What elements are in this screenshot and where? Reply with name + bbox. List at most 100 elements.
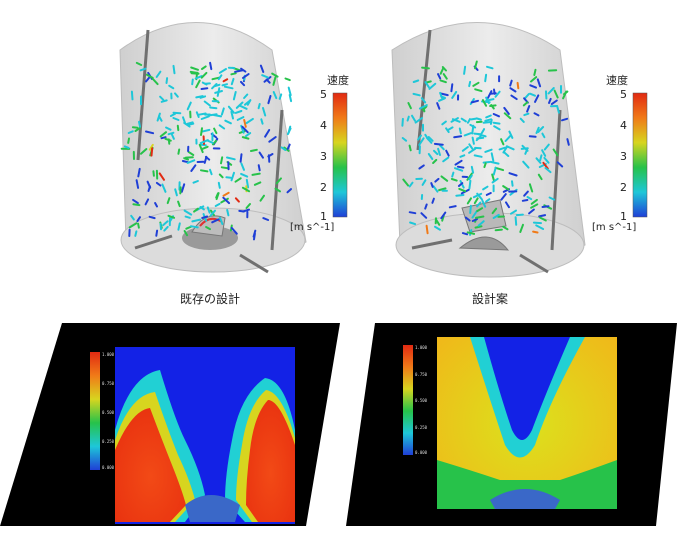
velocity-vector (463, 65, 467, 75)
velocity-vector (170, 133, 175, 140)
velocity-vector (412, 92, 421, 97)
velocity-vector (191, 78, 194, 86)
velocity-vector (556, 161, 564, 168)
velocity-vector (521, 199, 529, 202)
velocity-vector (509, 79, 513, 87)
velocity-vector (177, 222, 181, 231)
velocity-vector (458, 187, 467, 193)
velocity-vector (161, 183, 167, 193)
velocity-vector (205, 226, 211, 231)
baffle-left (136, 29, 150, 161)
velocity-vector (424, 133, 430, 141)
velocity-vector (430, 182, 434, 188)
velocity-vector (272, 91, 278, 100)
velocity-vector (473, 154, 483, 158)
velocity-vector (160, 99, 168, 103)
velocity-vector (474, 60, 478, 70)
velocity-vector (534, 94, 540, 103)
colorbar-tick: 5 (320, 88, 327, 101)
velocity-vector (532, 221, 542, 225)
velocity-vector (469, 204, 472, 214)
velocity-vector (158, 172, 165, 181)
velocity-vector (193, 207, 199, 213)
velocity-vector (220, 166, 230, 170)
velocity-vector (492, 113, 500, 118)
velocity-vector (441, 120, 447, 126)
velocity-vector (264, 129, 271, 138)
velocity-vector (470, 117, 478, 121)
velocity-vector (510, 94, 518, 101)
velocity-vector (159, 131, 167, 138)
velocity-vector (485, 198, 491, 203)
colorbar-right (632, 92, 648, 218)
velocity-vector (406, 115, 410, 122)
velocity-vector (450, 178, 458, 182)
velocity-vector (427, 136, 434, 142)
velocity-vector (137, 222, 140, 229)
velocity-vector (445, 149, 450, 157)
velocity-vector (535, 224, 545, 230)
contour-proposed (346, 323, 677, 526)
velocity-vector (547, 87, 555, 95)
velocity-vector (192, 180, 199, 184)
velocity-vector (461, 232, 469, 236)
velocity-vector (272, 76, 277, 86)
velocity-vector (474, 88, 483, 93)
velocity-vector (519, 223, 524, 233)
velocity-vector (165, 77, 169, 84)
velocity-vector (283, 146, 290, 152)
velocity-vector (195, 95, 204, 99)
velocity-vector (523, 112, 530, 117)
velocity-vector (526, 105, 531, 113)
velocity-vector (183, 230, 189, 237)
velocity-vector (468, 174, 473, 181)
velocity-vector (475, 117, 482, 121)
velocity-vector (167, 138, 171, 145)
velocity-vector (420, 97, 427, 104)
velocity-vector (529, 92, 536, 97)
colorbar-left (332, 92, 348, 218)
velocity-vector (246, 99, 252, 106)
velocity-vector (222, 78, 229, 83)
velocity-vector (543, 156, 550, 164)
colorbar-tick: 3 (320, 150, 327, 163)
velocity-vector (287, 86, 292, 97)
velocity-vector (477, 133, 487, 138)
velocity-vector (200, 128, 211, 133)
velocity-vector (155, 70, 162, 78)
colorbar-unit-left: [m s^-1] (290, 222, 335, 233)
velocity-vector (485, 96, 490, 105)
velocity-vector (538, 214, 547, 218)
velocity-vector (414, 117, 423, 124)
velocity-vector (148, 215, 156, 220)
velocity-vector (484, 118, 493, 122)
velocity-vector (421, 105, 428, 111)
velocity-vector (417, 134, 422, 141)
velocity-vector (486, 65, 494, 70)
velocity-vector (145, 75, 151, 83)
velocity-vector (222, 196, 231, 205)
velocity-vector (500, 193, 507, 201)
velocity-vector (168, 84, 175, 90)
velocity-vector (461, 146, 469, 152)
velocity-vector (160, 136, 167, 140)
velocity-vector (242, 73, 250, 79)
velocity-vector (515, 213, 524, 217)
velocity-vector (209, 209, 216, 217)
velocity-vector (530, 203, 539, 209)
velocity-vector (166, 197, 171, 205)
velocity-vector (172, 111, 182, 115)
velocity-vector (528, 135, 537, 138)
velocity-vector (552, 148, 559, 157)
velocity-vector (198, 143, 204, 154)
velocity-vector (454, 159, 463, 166)
velocity-vector (482, 121, 492, 124)
velocity-vector (232, 91, 237, 101)
velocity-vector (514, 216, 518, 226)
velocity-vector (183, 209, 193, 216)
velocity-vector (440, 175, 449, 182)
velocity-vector (485, 114, 492, 119)
velocity-vector (508, 130, 514, 139)
velocity-vector (544, 167, 552, 174)
